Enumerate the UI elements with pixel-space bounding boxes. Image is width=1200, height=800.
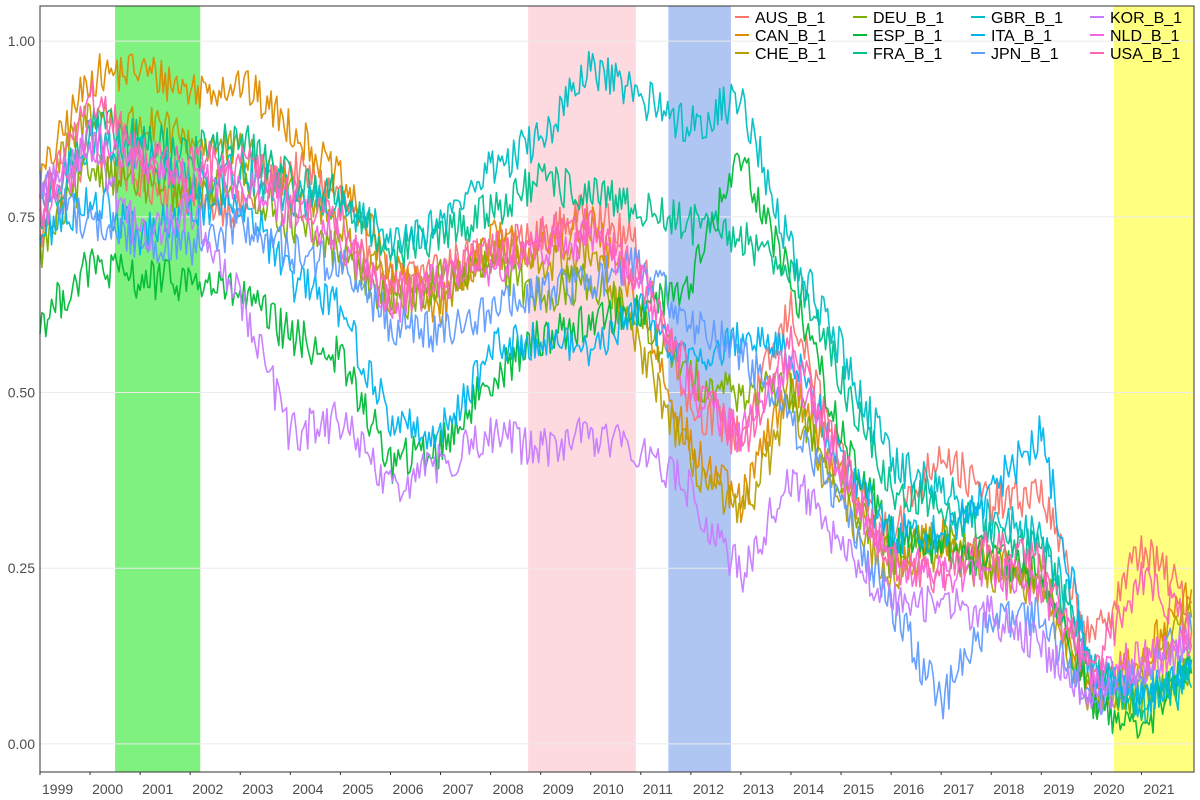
x-tick-label: 2018 bbox=[993, 781, 1024, 797]
y-axis: 0.00 0.25 0.50 0.75 1.00 bbox=[8, 33, 35, 752]
legend-label: KOR_B_1 bbox=[1110, 10, 1182, 27]
y-tick-label: 0.75 bbox=[8, 209, 35, 225]
x-tick-label: 2019 bbox=[1043, 781, 1074, 797]
legend-label: ESP_B_1 bbox=[873, 28, 942, 45]
series-lines bbox=[39, 50, 1193, 739]
shaded-period-1 bbox=[115, 6, 201, 772]
plot-border bbox=[39, 5, 1195, 773]
x-tick-label: 1999 bbox=[42, 781, 73, 797]
legend-label: AUS_B_1 bbox=[755, 10, 825, 27]
x-tick-label: 2014 bbox=[793, 781, 824, 797]
series-line-aus-b-1 bbox=[39, 133, 1193, 646]
x-tick-label: 2020 bbox=[1093, 781, 1124, 797]
y-tick-label: 0.00 bbox=[8, 736, 35, 752]
series-line-kor-b-1 bbox=[39, 131, 1193, 715]
y-tick-label: 1.00 bbox=[8, 33, 35, 49]
x-tick-label: 2015 bbox=[843, 781, 874, 797]
x-tick-label: 2007 bbox=[443, 781, 474, 797]
legend-label: NLD_B_1 bbox=[1110, 28, 1179, 45]
legend-label: DEU_B_1 bbox=[873, 10, 944, 27]
x-tick-label: 2011 bbox=[643, 781, 673, 797]
x-tick-label: 2005 bbox=[342, 781, 373, 797]
legend-label: ITA_B_1 bbox=[991, 28, 1052, 45]
x-tick-label: 2001 bbox=[142, 781, 173, 797]
x-tick-label: 2000 bbox=[92, 781, 123, 797]
x-tick-label: 2016 bbox=[893, 781, 924, 797]
legend-label: CAN_B_1 bbox=[755, 28, 826, 45]
x-tick-label: 2008 bbox=[493, 781, 524, 797]
series-line-usa-b-1 bbox=[39, 80, 1193, 671]
shaded-period-2 bbox=[528, 6, 636, 772]
series-line-gbr-b-1 bbox=[39, 50, 1193, 723]
x-tick-label: 2006 bbox=[392, 781, 423, 797]
x-axis: 1999 2000 2001 2002 2003 2004 2005 2006 2007 2008… bbox=[39, 772, 1175, 797]
legend-label: GBR_B_1 bbox=[991, 10, 1063, 27]
legend-label: FRA_B_1 bbox=[873, 46, 942, 63]
series-line-ita-b-1 bbox=[39, 185, 1193, 718]
legend-label: CHE_B_1 bbox=[755, 46, 826, 63]
x-tick-label: 2012 bbox=[693, 781, 724, 797]
x-tick-label: 2003 bbox=[242, 781, 273, 797]
x-tick-label: 2010 bbox=[593, 781, 624, 797]
legend-label: USA_B_1 bbox=[1110, 46, 1180, 63]
x-tick-label: 2021 bbox=[1143, 781, 1174, 797]
series-line-nld-b-1 bbox=[39, 118, 1193, 694]
legend-label: JPN_B_1 bbox=[991, 46, 1059, 63]
y-tick-label: 0.50 bbox=[8, 385, 35, 401]
y-tick-label: 0.25 bbox=[8, 560, 35, 576]
x-tick-label: 2004 bbox=[292, 781, 323, 797]
x-tick-label: 2002 bbox=[192, 781, 223, 797]
x-tick-label: 2013 bbox=[743, 781, 774, 797]
x-tick-label: 2009 bbox=[543, 781, 574, 797]
x-tick-label: 2017 bbox=[943, 781, 974, 797]
